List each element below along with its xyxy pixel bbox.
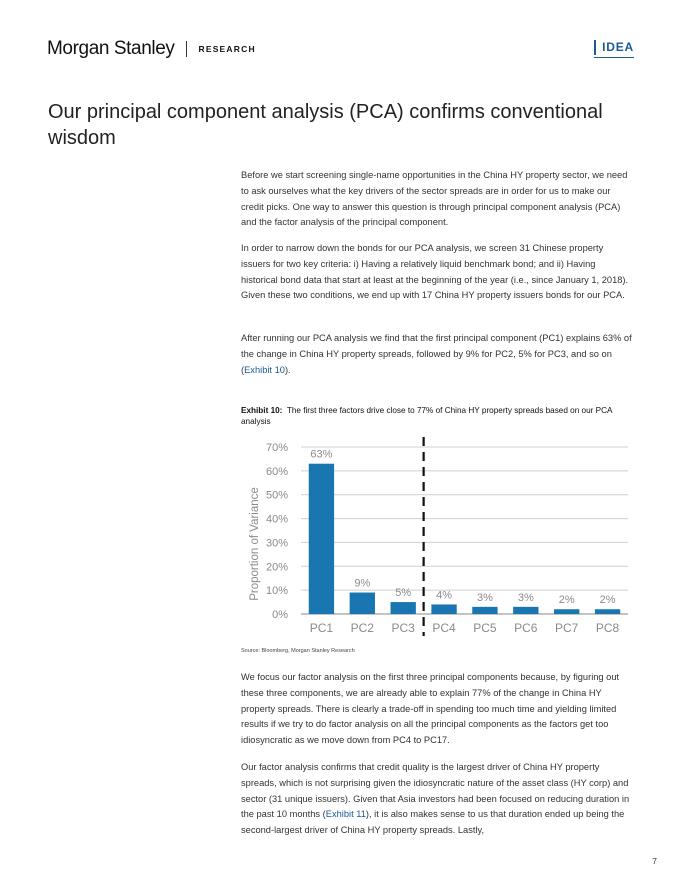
chart-bars bbox=[308, 463, 621, 614]
exhibit-label: Exhibit 10: bbox=[241, 406, 283, 415]
x-axis-ticks: PC1 PC2 PC3 PC4 PC5 PC6 PC7 PC8 bbox=[310, 621, 620, 635]
bar-pc7 bbox=[554, 609, 580, 614]
idea-badge: IDEA bbox=[594, 40, 634, 58]
data-label: 4% bbox=[436, 589, 452, 601]
chart-gridlines bbox=[301, 446, 628, 615]
data-label: 2% bbox=[600, 594, 616, 606]
bar-pc5 bbox=[472, 606, 498, 614]
data-label: 3% bbox=[477, 592, 493, 604]
y-tick-label: 70% bbox=[266, 442, 288, 454]
paragraph-factor-focus: We focus our factor analysis on the firs… bbox=[241, 672, 620, 746]
y-axis-label: Proportion of Variance bbox=[249, 487, 261, 601]
paragraph-credit-quality: Our factor analysis confirms that credit… bbox=[241, 760, 633, 839]
data-label: 3% bbox=[518, 592, 534, 604]
exhibit-10-link[interactable]: Exhibit 10 bbox=[244, 364, 285, 375]
paragraph-text: ), it is also makes sense to us that dur… bbox=[241, 809, 625, 836]
y-tick-label: 30% bbox=[266, 537, 288, 549]
bar-pc1 bbox=[308, 463, 335, 614]
brand-logo: Morgan Stanley bbox=[47, 38, 175, 59]
header-divider bbox=[186, 41, 188, 57]
x-tick-label: PC2 bbox=[351, 621, 375, 635]
x-tick-label: PC3 bbox=[392, 621, 416, 635]
page-title: Our principal component analysis (PCA) c… bbox=[48, 101, 603, 149]
section-label: RESEARCH bbox=[198, 44, 256, 54]
y-tick-label: 50% bbox=[266, 490, 288, 502]
x-tick-label: PC1 bbox=[310, 621, 334, 635]
exhibit-11-link[interactable]: Exhibit 11 bbox=[325, 809, 366, 820]
chart-data-labels: 63% 9% 5% 4% 3% 3% 2% 2% bbox=[310, 449, 615, 607]
bar-pc8 bbox=[594, 609, 621, 614]
paragraph-text: After running our PCA analysis we find t… bbox=[241, 333, 632, 375]
x-tick-label: PC7 bbox=[555, 621, 579, 635]
y-axis-ticks: 0% 10% 20% 30% 40% 50% 60% 70% bbox=[266, 442, 288, 621]
paragraph-screening: In order to narrow down the bonds for ou… bbox=[241, 243, 629, 301]
paragraph-text: ). bbox=[284, 364, 291, 375]
y-tick-label: 0% bbox=[272, 609, 288, 621]
y-tick-label: 20% bbox=[266, 561, 288, 573]
y-tick-label: 60% bbox=[266, 466, 288, 478]
data-label: 2% bbox=[559, 594, 575, 606]
y-tick-label: 40% bbox=[266, 514, 288, 526]
x-tick-label: PC6 bbox=[514, 621, 538, 635]
x-tick-label: PC8 bbox=[596, 621, 620, 635]
data-label: 9% bbox=[354, 578, 370, 590]
x-tick-label: PC4 bbox=[432, 621, 456, 635]
bar-pc3 bbox=[390, 602, 416, 614]
x-tick-label: PC5 bbox=[473, 621, 497, 635]
y-tick-label: 10% bbox=[266, 585, 288, 597]
bar-pc6 bbox=[513, 606, 539, 614]
variance-bar-chart: 0% 10% 20% 30% 40% 50% 60% 70% Proportion of Va… bbox=[249, 437, 628, 636]
exhibit-caption: Exhibit 10: The first three factors driv… bbox=[241, 405, 633, 427]
data-label: 5% bbox=[395, 587, 411, 599]
paragraph-pca-results: After running our PCA analysis we find t… bbox=[241, 331, 633, 378]
paragraph-text: Our factor analysis confirms that credit… bbox=[241, 762, 630, 820]
bar-pc4 bbox=[431, 604, 457, 614]
bar-pc2 bbox=[349, 592, 375, 614]
exhibit-source: Source: Bloomberg, Morgan Stanley Resear… bbox=[241, 648, 355, 654]
page-number: 7 bbox=[652, 856, 657, 866]
report-header: Morgan Stanley RESEARCH bbox=[47, 36, 256, 62]
paragraph-intro: Before we start screening single-name op… bbox=[241, 170, 628, 228]
exhibit-title: The first three factors drive close to 7… bbox=[241, 406, 613, 426]
data-label: 63% bbox=[310, 449, 332, 461]
